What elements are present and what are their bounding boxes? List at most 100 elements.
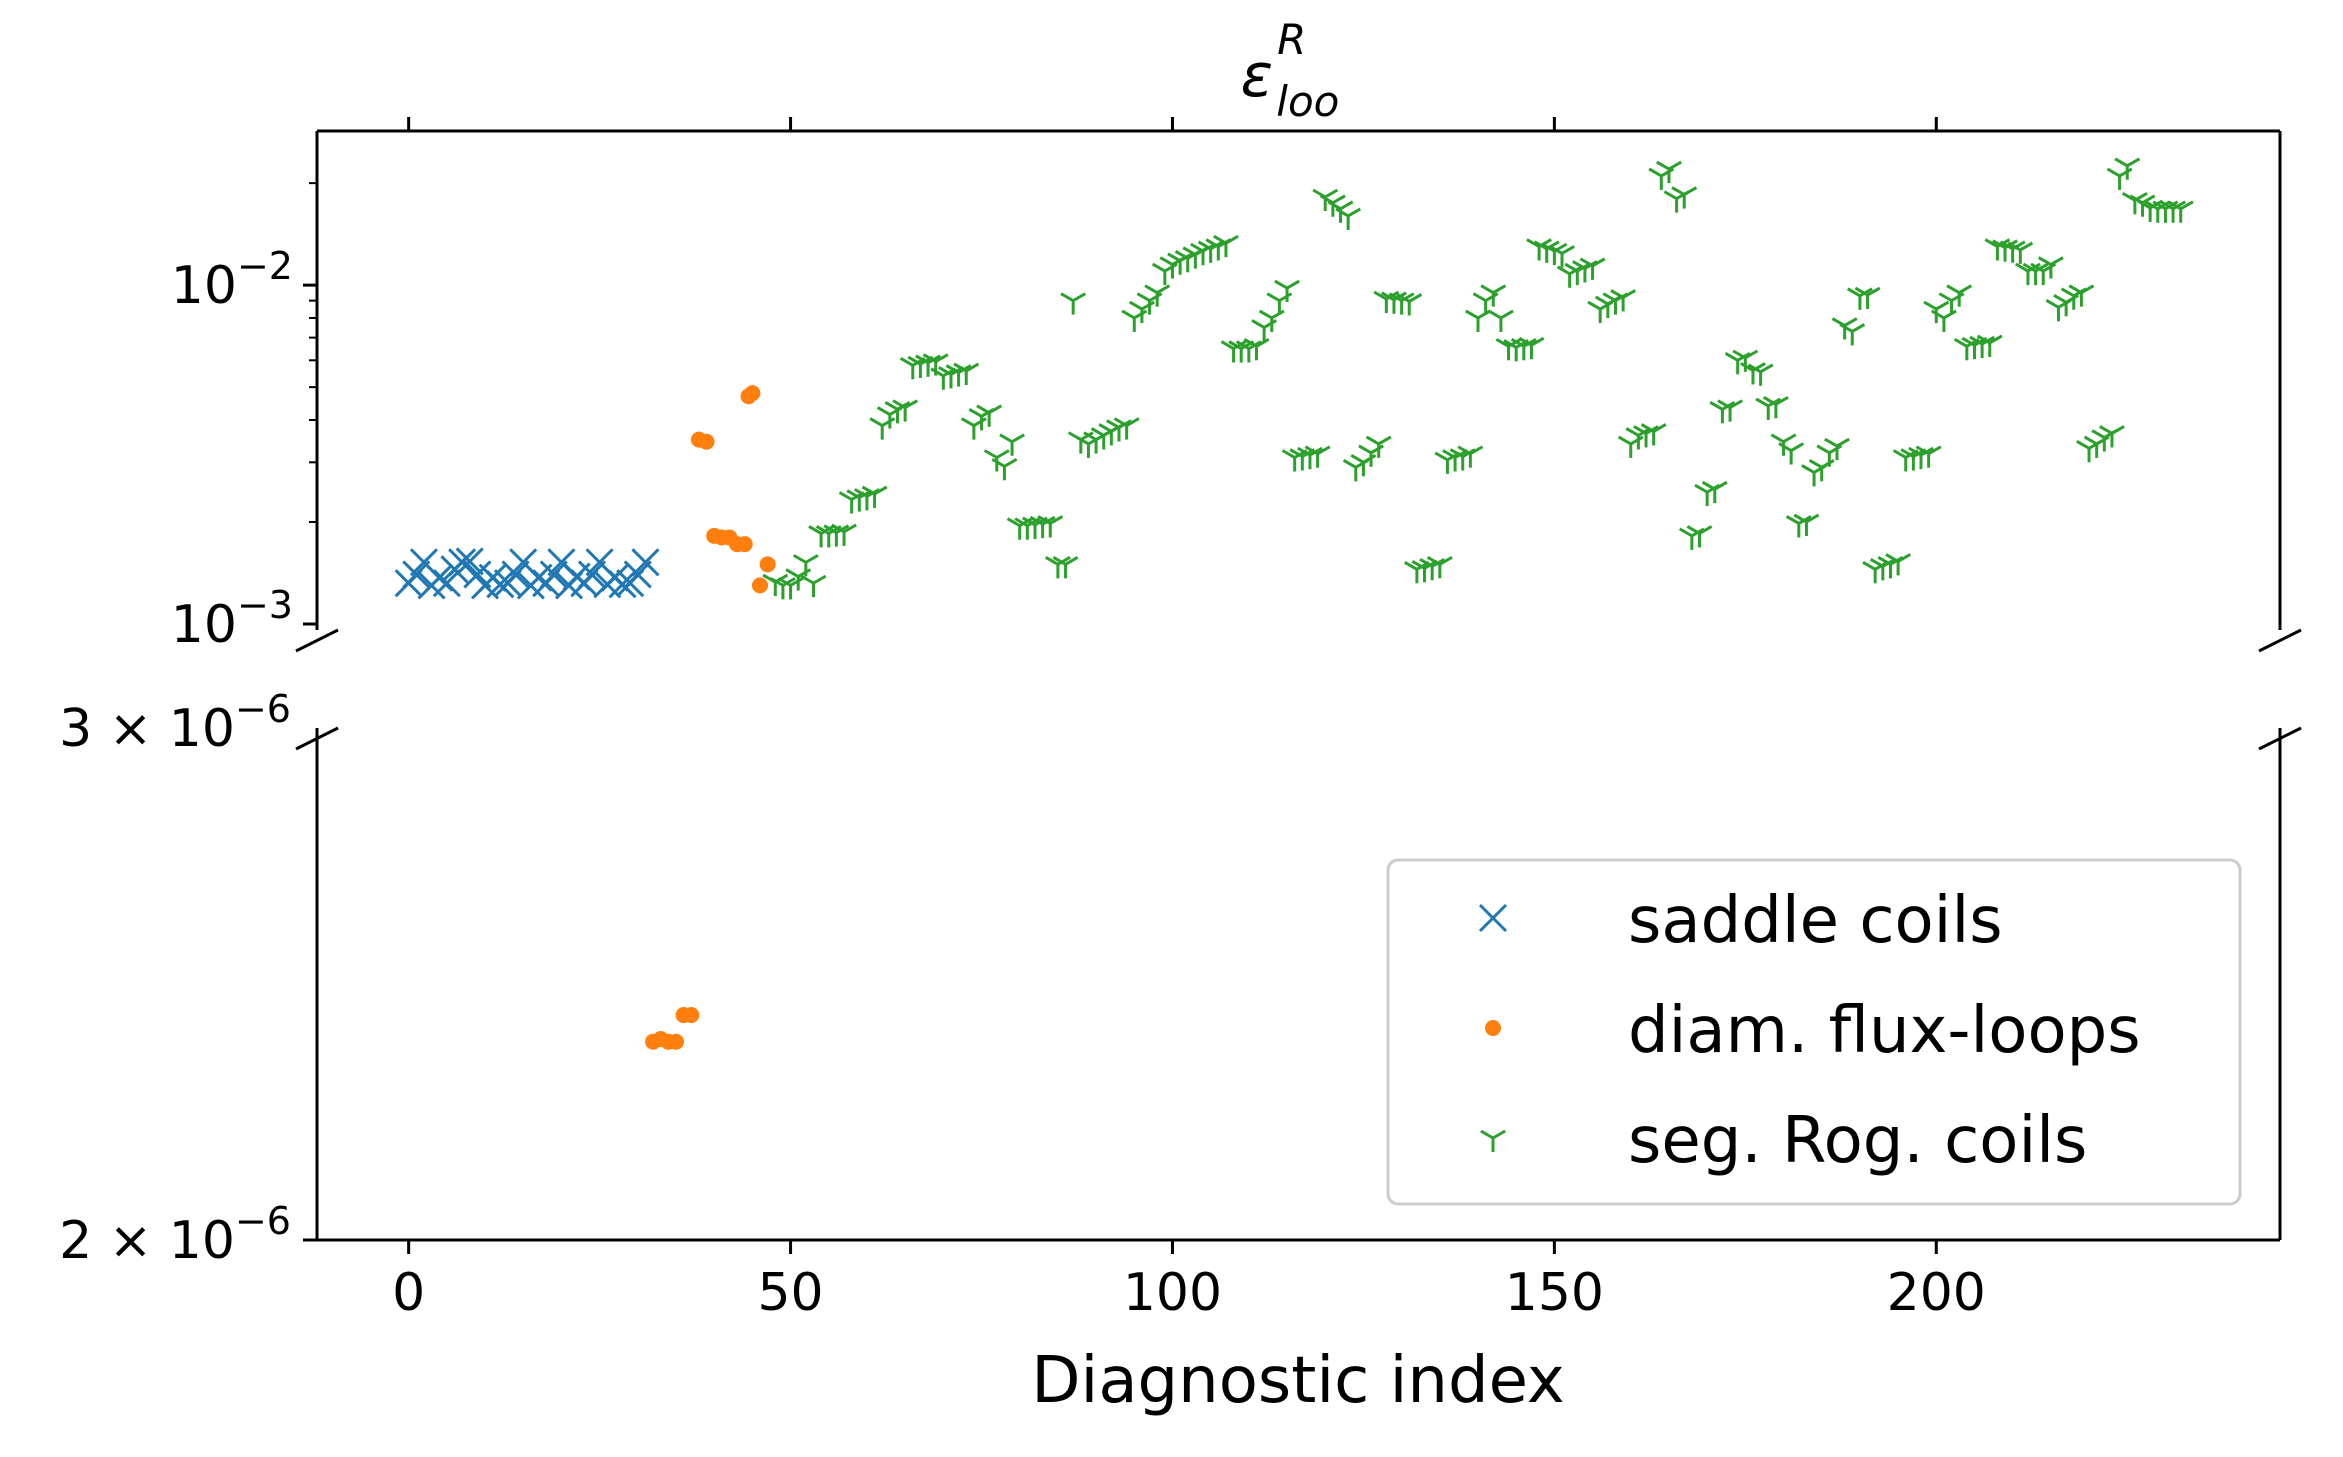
data-point: [1029, 515, 1056, 539]
data-point: [539, 560, 568, 589]
data-point: [808, 525, 835, 548]
data-point: [1457, 445, 1484, 468]
data-point: [1938, 292, 1965, 315]
x-axis-label: Diagnostic index: [1031, 1344, 1564, 1418]
axis-break-mark-upper-left: [295, 628, 339, 653]
legend-marker: [1485, 1020, 1501, 1036]
data-points: [394, 157, 2194, 1050]
data-point: [2160, 200, 2186, 223]
y-tick-label: 10−3: [171, 583, 293, 655]
legend: saddle coils diam. flux-loops seg. Rog. co…: [1386, 858, 2242, 1206]
data-point: [1656, 160, 1682, 184]
data-point: [999, 433, 1025, 456]
data-point: [2167, 200, 2194, 223]
data-point: [1121, 309, 1148, 332]
legend-item: diam. flux-loops: [1485, 994, 2141, 1068]
data-point: [1006, 517, 1033, 540]
data-point: [1518, 336, 1545, 360]
data-point: [1923, 300, 1950, 324]
legend-label: seg. Rog. coils: [1628, 1104, 2087, 1178]
data-point: [2015, 262, 2041, 286]
data-point: [683, 1007, 700, 1024]
data-point: [1671, 186, 1698, 209]
data-point: [1701, 480, 1728, 504]
data-point: [1472, 292, 1499, 315]
x-tick-label: 50: [757, 1263, 823, 1323]
data-point: [1885, 553, 1912, 576]
data-point: [623, 560, 652, 589]
data-point: [1549, 245, 1575, 268]
data-point: [1778, 442, 1805, 465]
data-point: [983, 449, 1010, 472]
data-point: [1358, 444, 1384, 467]
data-point: [2099, 425, 2125, 448]
data-point: [759, 556, 776, 573]
axis-break-marks: [295, 628, 2302, 751]
upper-panel-frame: [315, 129, 2282, 630]
legend-frame: [1386, 858, 2242, 1206]
data-point: [1648, 167, 1675, 190]
data-point: [1258, 309, 1285, 332]
legend-marker: [1478, 903, 1508, 933]
data-point: [800, 574, 827, 598]
data-point: [2114, 157, 2141, 180]
data-point: [792, 554, 819, 577]
chart-title: εR loo: [1241, 15, 1340, 126]
data-point: [1686, 525, 1713, 548]
axis-tick-labels: 0 50 100 150 200 10−2 10−3 3 × 10−6 2 × 10−6: [59, 244, 1986, 1323]
data-point: [2152, 200, 2179, 223]
data-point: [2022, 262, 2049, 286]
data-point: [608, 570, 637, 599]
data-point: [1930, 309, 1957, 332]
data-point: [1824, 437, 1850, 461]
data-point: [1136, 292, 1163, 315]
data-point: [2030, 262, 2057, 286]
legend-item: seg. Rog. coils: [1480, 1104, 2087, 1178]
data-point: [1839, 323, 1866, 346]
y-tick-label: 2 × 10−6: [59, 1199, 291, 1271]
data-point: [1762, 395, 1789, 419]
data-point: [698, 433, 715, 450]
data-point: [1251, 319, 1278, 342]
data-point: [1044, 556, 1071, 579]
data-point: [861, 485, 888, 508]
data-point: [1144, 284, 1171, 307]
data-point: [667, 1033, 684, 1050]
data-point: [869, 417, 896, 440]
data-point: [402, 560, 431, 589]
data-point: [1915, 445, 1942, 468]
data-point: [922, 353, 949, 376]
axis-ticks: [303, 117, 1938, 1254]
data-point: [1976, 334, 2003, 357]
legend-item: saddle coils: [1478, 884, 2003, 958]
data-point: [752, 577, 769, 594]
x-tick-label: 200: [1887, 1263, 1986, 1323]
data-point: [486, 570, 515, 599]
data-point: [1365, 435, 1392, 458]
data-point: [2037, 256, 2064, 279]
data-point: [1220, 340, 1247, 363]
data-point: [953, 362, 980, 385]
data-point: [1617, 435, 1644, 458]
data-point: [631, 548, 660, 577]
y-tick-label: 3 × 10−6: [59, 687, 291, 759]
data-point: [1266, 292, 1293, 315]
data-point: [1610, 289, 1637, 312]
data-point: [501, 560, 530, 589]
data-point: [2083, 435, 2110, 458]
data-point: [769, 577, 796, 600]
data-point: [1128, 300, 1155, 324]
data-point: [976, 404, 1003, 427]
data-point: [892, 399, 919, 422]
lower-panel-frame: [315, 728, 2282, 1242]
data-point: [1816, 444, 1843, 467]
data-point: [1052, 556, 1079, 579]
data-point: [1747, 363, 1774, 386]
data-point: [823, 524, 850, 547]
data-point: [960, 417, 987, 440]
data-point: [1846, 287, 1873, 310]
legend-marker: [1480, 1129, 1506, 1152]
data-point: [425, 563, 454, 592]
data-point: [448, 548, 477, 577]
